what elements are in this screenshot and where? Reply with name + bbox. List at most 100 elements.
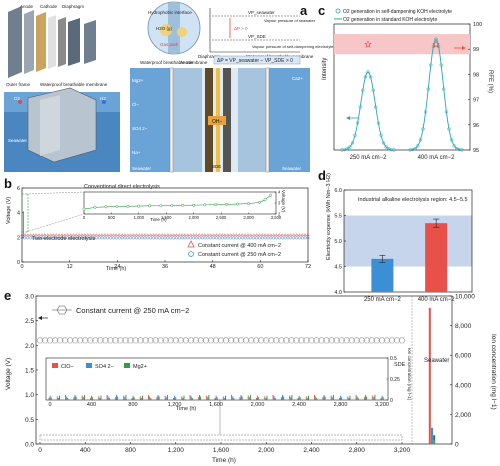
e-inset-ion-bar (357, 397, 359, 400)
c-peak-point (384, 145, 388, 149)
e-inset-ion-bar (207, 397, 209, 400)
b-point-400 (80, 233, 84, 237)
b-point-400 (146, 233, 150, 237)
c-y2-tick-label: 98 (473, 72, 479, 78)
e-hexagon-point (157, 337, 165, 344)
b-point-250 (20, 236, 24, 240)
e-hexagon-point (398, 337, 406, 344)
e-inset-ion-bar (197, 397, 199, 400)
b-point-400 (189, 233, 193, 237)
e-inset-ion-bar (222, 396, 224, 400)
b-point-400 (183, 233, 187, 237)
c-peak-point (363, 75, 368, 79)
e-zoom-box (39, 434, 403, 441)
e-inset-ion-bar (149, 396, 151, 400)
e-hexagon-point (257, 337, 265, 344)
b-inset-x-tick-label: 0 (83, 215, 86, 220)
b-point-250 (86, 236, 90, 240)
ion-label-mg: Mg2+ (132, 78, 144, 83)
e-y2-tick-label: 6,000 (455, 353, 472, 360)
e-inset-ion-bar (67, 397, 69, 400)
b-point-250 (57, 236, 61, 240)
e-hexagon-point (308, 337, 315, 344)
e-hexagon-point (71, 337, 79, 344)
e-inset-x-tick-label: 400 (87, 402, 96, 408)
b-point-250 (220, 236, 224, 240)
b-y-tick-label: 0 (17, 260, 20, 266)
c-peak-point (371, 88, 375, 92)
e-inset-ion-bar (231, 394, 233, 400)
stack-label-anode: Anode (20, 4, 34, 9)
label-vapour-seawater: Vapour pressure of seawater (264, 18, 316, 23)
b-point-400 (231, 233, 236, 237)
d-y-tick-label: 5.5 (334, 214, 342, 220)
b-point-250 (217, 236, 221, 240)
b-y-tick-label: 6 (17, 186, 20, 192)
e-inset-ion-bar (258, 397, 260, 400)
b-point-400 (200, 233, 204, 237)
b-inset-point (192, 203, 196, 207)
e-inset-y-label: Ion concentration (mg l−1) (407, 348, 412, 401)
top-label-diaphragm: Diaphragm (198, 54, 220, 59)
b-inset-x-tick-label: 3,000 (243, 215, 254, 220)
c-peak-point (452, 144, 456, 148)
b-point-400 (214, 233, 219, 237)
b-inset-point (247, 202, 251, 206)
b-inset-point (115, 205, 119, 208)
c-peak-point (392, 148, 396, 152)
panel-letter-d: d (318, 168, 326, 183)
b-point-400 (151, 233, 156, 237)
label-delta-formula: ΔP = VP_seawater − VP_SDE > 0 (217, 58, 293, 64)
b-point-400 (126, 233, 130, 237)
b-point-250 (200, 236, 204, 240)
c-peak-point (376, 121, 381, 125)
e-hexagon-point (358, 337, 366, 344)
b-point-250 (146, 236, 150, 240)
d-annotation: Industrial alkaline electrolysis region:… (358, 197, 468, 203)
e-inset-ion-bar (49, 395, 51, 400)
c-peak-point (426, 87, 430, 91)
e-inset-label: SDE (394, 362, 406, 368)
b-point-400 (168, 233, 173, 237)
b-point-400 (25, 233, 30, 237)
b-point-250 (226, 236, 230, 240)
e-inset-ion-bar (340, 395, 342, 400)
e-inset-ion-bar (249, 394, 251, 400)
vapour-pressure-sketch: VP_seawater ΔP > 0 VP_SDE Vapour pressur… (209, 8, 346, 65)
e-inset-ion-bar (139, 396, 141, 400)
c-y2-tick-label: 95 (473, 148, 479, 154)
b-point-400 (148, 233, 153, 237)
e-inset-ion-bar (106, 394, 108, 400)
e-inset-ion-bar (166, 394, 168, 400)
b-point-400 (197, 233, 202, 237)
e-x-tick-label: 2,400 (303, 447, 320, 454)
e-inset-ion-bar (264, 396, 266, 400)
ion-label-na: Na+ (132, 150, 141, 155)
b-point-400 (209, 233, 213, 237)
b-inset-point (104, 205, 108, 209)
b-point-250 (123, 236, 127, 240)
b-point-250 (34, 236, 38, 240)
c-rfe-band (334, 34, 470, 55)
e-hexagon-point (323, 337, 330, 344)
e-x-tick-label: 800 (125, 447, 136, 454)
b-inset-connector (25, 213, 85, 233)
b-point-400 (68, 233, 73, 237)
label-gas-path: Gas path (160, 42, 179, 47)
e-inset-ion-bar (214, 397, 216, 400)
e-y-tick-label: 0.5 (25, 417, 34, 424)
e-hexagon-point (338, 337, 346, 344)
b-point-400 (43, 233, 47, 237)
b-point-250 (169, 236, 173, 240)
e-y2-label: Ion concentration (mg l−1) (490, 334, 497, 410)
e-inset-ion-bar (266, 395, 268, 400)
b-x-tick-label: 48 (210, 264, 216, 270)
e-hexagon-point (152, 337, 159, 344)
b-point-250 (37, 236, 41, 240)
e-inset-ion-bar (107, 396, 109, 400)
label-h2o-gas: H2O (g) (156, 26, 173, 31)
b-point-400 (51, 233, 56, 237)
b-inset-point (214, 203, 218, 207)
b-point-400 (114, 233, 119, 237)
